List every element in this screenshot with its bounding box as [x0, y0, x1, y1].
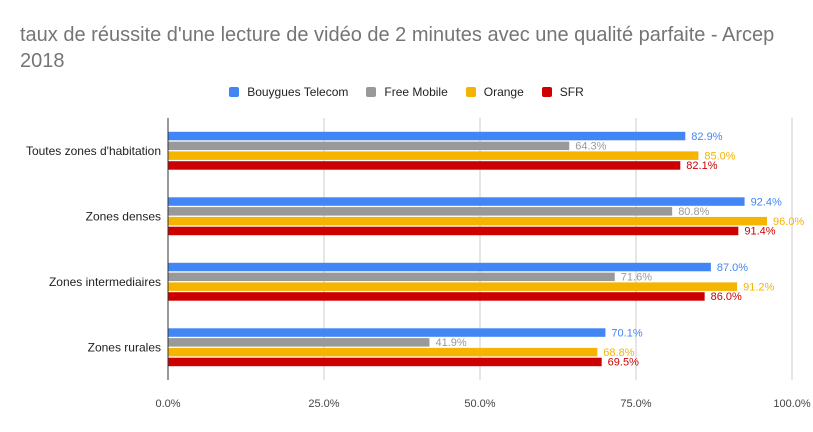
bar-bouygues-telecom	[168, 262, 711, 272]
bar-free-mobile	[168, 272, 615, 282]
data-label: 82.9%	[691, 131, 722, 143]
data-label: 69.5%	[608, 357, 639, 369]
legend-swatch	[229, 87, 240, 97]
legend-item-sfr[interactable]: SFR	[541, 85, 584, 99]
legend-label: Orange	[483, 85, 524, 99]
data-label: 70.1%	[611, 327, 642, 339]
x-tick-label: 25.0%	[308, 398, 339, 410]
legend-item-free-mobile[interactable]: Free Mobile	[366, 85, 448, 99]
bar-orange	[168, 282, 738, 291]
data-label: 64.3%	[575, 141, 606, 153]
x-tick-label: 50.0%	[464, 398, 495, 410]
bar-free-mobile	[168, 207, 673, 216]
bar-free-mobile	[168, 338, 430, 347]
data-label: 68.8%	[603, 347, 634, 359]
bar-bouygues-telecom	[168, 197, 745, 206]
category-label: Zones intermediaires	[49, 275, 161, 289]
legend-item-bouygues-telecom[interactable]: Bouygues Telecom	[229, 85, 348, 99]
legend-label: SFR	[559, 85, 584, 99]
bar-sfr	[168, 292, 705, 301]
bar-bouygues-telecom	[168, 328, 606, 337]
legend-swatch	[366, 87, 377, 97]
legend-swatch	[465, 87, 476, 97]
bar-sfr	[168, 226, 739, 236]
data-label: 91.4%	[744, 226, 775, 238]
data-label: 85.0%	[704, 150, 735, 162]
chart-title: taux de réussite d'une lecture de vidéo …	[20, 24, 775, 72]
legend-swatch	[541, 87, 552, 97]
data-label: 96.0%	[773, 216, 804, 228]
bar-orange	[168, 216, 768, 226]
bar-sfr	[168, 161, 681, 170]
data-label: 41.9%	[435, 337, 466, 349]
data-label: 87.0%	[717, 262, 748, 274]
data-label: 92.4%	[751, 196, 782, 208]
bar-orange	[168, 347, 598, 357]
legend-item-orange[interactable]: Orange	[465, 85, 524, 99]
data-label: 91.2%	[743, 281, 774, 293]
category-label: Zones denses	[86, 209, 161, 223]
data-label: 82.1%	[686, 160, 717, 172]
x-tick-label: 0.0%	[155, 398, 180, 410]
legend: Bouygues Telecom Free Mobile Orange SFR	[0, 82, 813, 102]
legend-label: Bouygues Telecom	[247, 85, 349, 99]
x-tick-label: 100.0%	[773, 398, 811, 410]
data-label: 80.8%	[678, 206, 709, 218]
x-tick-label: 75.0%	[620, 398, 651, 410]
bar-free-mobile	[168, 141, 570, 151]
category-label: Zones rurales	[88, 340, 161, 354]
bar-orange	[168, 151, 699, 160]
category-label: Toutes zones d'habitation	[26, 144, 161, 158]
data-label: 86.0%	[711, 291, 742, 303]
bar-bouygues-telecom	[168, 131, 686, 141]
bar-sfr	[168, 357, 602, 367]
legend-label: Free Mobile	[384, 85, 448, 99]
data-label: 71.6%	[621, 272, 652, 284]
